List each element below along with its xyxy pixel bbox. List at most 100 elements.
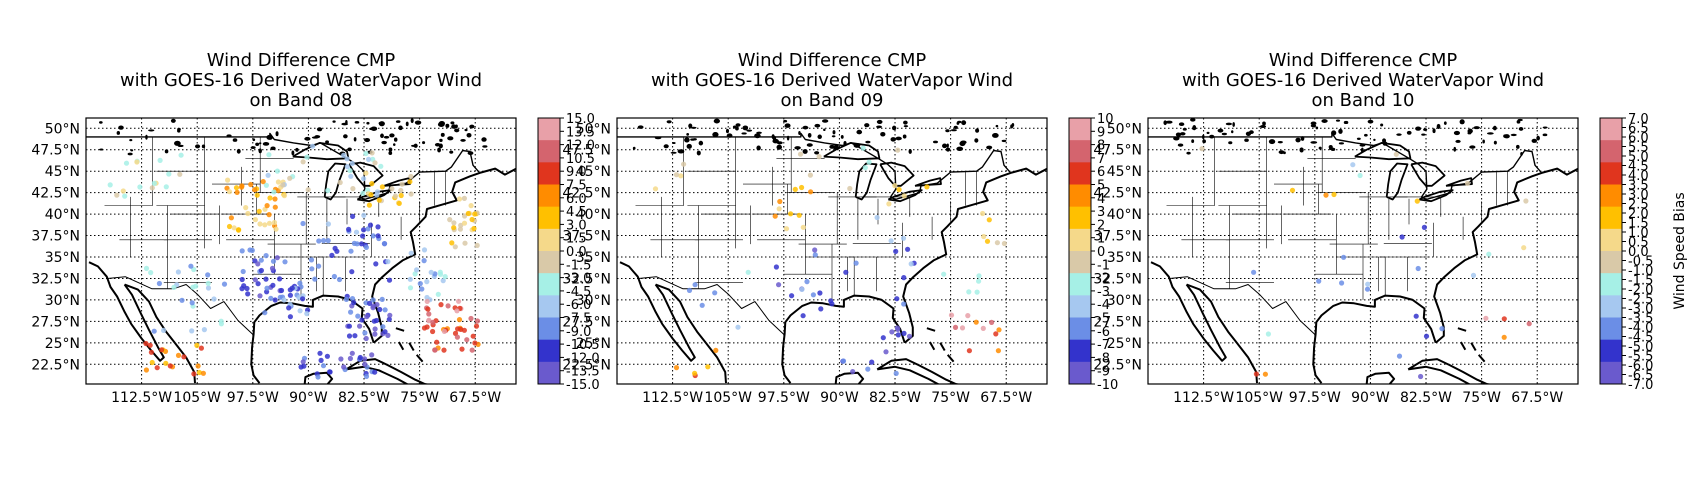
observation-point [470, 333, 476, 339]
lake-speck [956, 146, 964, 151]
coastline [1150, 261, 1227, 362]
colorbar-tick-label: 1.5 [1628, 217, 1649, 232]
observation-point [1364, 286, 1371, 292]
observation-point [272, 297, 278, 303]
lake-speck [632, 146, 636, 150]
coastline [303, 371, 334, 384]
lake-speck [1536, 135, 1540, 141]
lake-speck [975, 128, 980, 133]
observation-point [363, 335, 369, 342]
observation-point [309, 266, 315, 272]
latitude-label: 27.5°N [562, 314, 611, 330]
observation-point [382, 329, 388, 335]
colorbar-tick-label: -8 [1097, 351, 1110, 366]
lake-speck [776, 144, 783, 150]
observation-point [156, 280, 162, 287]
observation-point [441, 347, 447, 353]
observation-point [455, 326, 461, 332]
observation-point [277, 276, 283, 282]
observation-point [454, 308, 460, 314]
observation-point [417, 281, 423, 287]
coastline [781, 294, 906, 384]
observation-point [123, 160, 130, 166]
us-canada-border [86, 132, 480, 201]
lake-speck [398, 125, 403, 131]
observation-point [451, 220, 457, 226]
observation-point [797, 151, 804, 157]
observation-point [362, 356, 368, 362]
island-coastline [929, 341, 936, 351]
observation-point [807, 172, 814, 178]
lake-speck [1010, 124, 1014, 129]
observation-point [1339, 280, 1345, 286]
observation-point [316, 238, 322, 244]
great-lake [1410, 161, 1446, 187]
lake-speck [1186, 151, 1191, 155]
observation-point [334, 248, 340, 254]
lake-speck [1516, 120, 1521, 124]
coastline [1186, 283, 1258, 384]
observation-point [228, 215, 234, 221]
lake-speck [130, 149, 134, 152]
colorbar-tick-label: -10.5 [566, 338, 600, 353]
observation-point [866, 159, 872, 165]
observation-point [304, 154, 310, 160]
observation-point [149, 185, 155, 191]
observation-point [239, 286, 245, 292]
lake-speck [1453, 146, 1457, 152]
lake-speck [1277, 141, 1283, 144]
observation-point [297, 308, 303, 314]
latitude-label: 30°N [576, 293, 611, 309]
latitude-label: 47.5°N [562, 143, 611, 159]
observation-point [321, 238, 327, 244]
lake-speck [393, 143, 396, 146]
observation-point [1350, 162, 1356, 168]
observation-point [426, 311, 432, 317]
lake-speck [414, 120, 422, 125]
observation-point [456, 298, 462, 304]
longitude-label: 105°W [173, 390, 221, 406]
observation-point [1423, 333, 1430, 339]
observation-point [120, 188, 126, 194]
lake-speck [654, 136, 662, 140]
colorbar-tick-label: -4.0 [1628, 321, 1653, 336]
observation-point [163, 360, 169, 366]
observation-point [980, 325, 986, 331]
observation-point [234, 189, 240, 195]
observation-point [735, 324, 741, 330]
observation-point [226, 223, 233, 230]
observation-point [777, 198, 783, 205]
colorbar-tick-label: -4 [1097, 298, 1110, 313]
lake-speck [1225, 122, 1232, 126]
observation-point [239, 276, 245, 283]
latitude-label: 40°N [1107, 207, 1142, 223]
panel-title-line: on Band 09 [781, 90, 884, 111]
latitude-label: 40°N [45, 207, 80, 223]
lake-speck [1382, 138, 1387, 144]
observation-point [380, 324, 386, 330]
colorbar: 15.013.512.010.59.07.56.04.53.01.50.0-1.… [537, 112, 600, 393]
observation-point [472, 340, 478, 346]
observation-point [817, 290, 823, 296]
panel-title-line: Wind Difference CMP [1269, 50, 1458, 71]
observation-point [386, 316, 392, 322]
colorbar-segment [1600, 361, 1622, 385]
lake-speck [895, 136, 902, 141]
longitude-label: 90°W [1351, 390, 1390, 406]
lake-speck [713, 118, 720, 124]
lake-speck [1165, 120, 1173, 124]
colorbar-tick-label: 5.0 [1628, 150, 1649, 165]
observation-point [437, 269, 443, 275]
colorbar-tick-label: 6.5 [1628, 122, 1649, 137]
observation-point [270, 258, 277, 264]
great-lake [879, 161, 915, 187]
colorbar-segment [1600, 273, 1622, 296]
observation-point [350, 186, 356, 192]
observation-point [327, 369, 333, 375]
lake-speck [684, 137, 690, 143]
colorbar-segment [1600, 251, 1622, 274]
lake-speck [908, 149, 912, 154]
lake-speck [1516, 144, 1520, 149]
lake-speck [252, 138, 256, 142]
lake-speck [116, 131, 121, 135]
